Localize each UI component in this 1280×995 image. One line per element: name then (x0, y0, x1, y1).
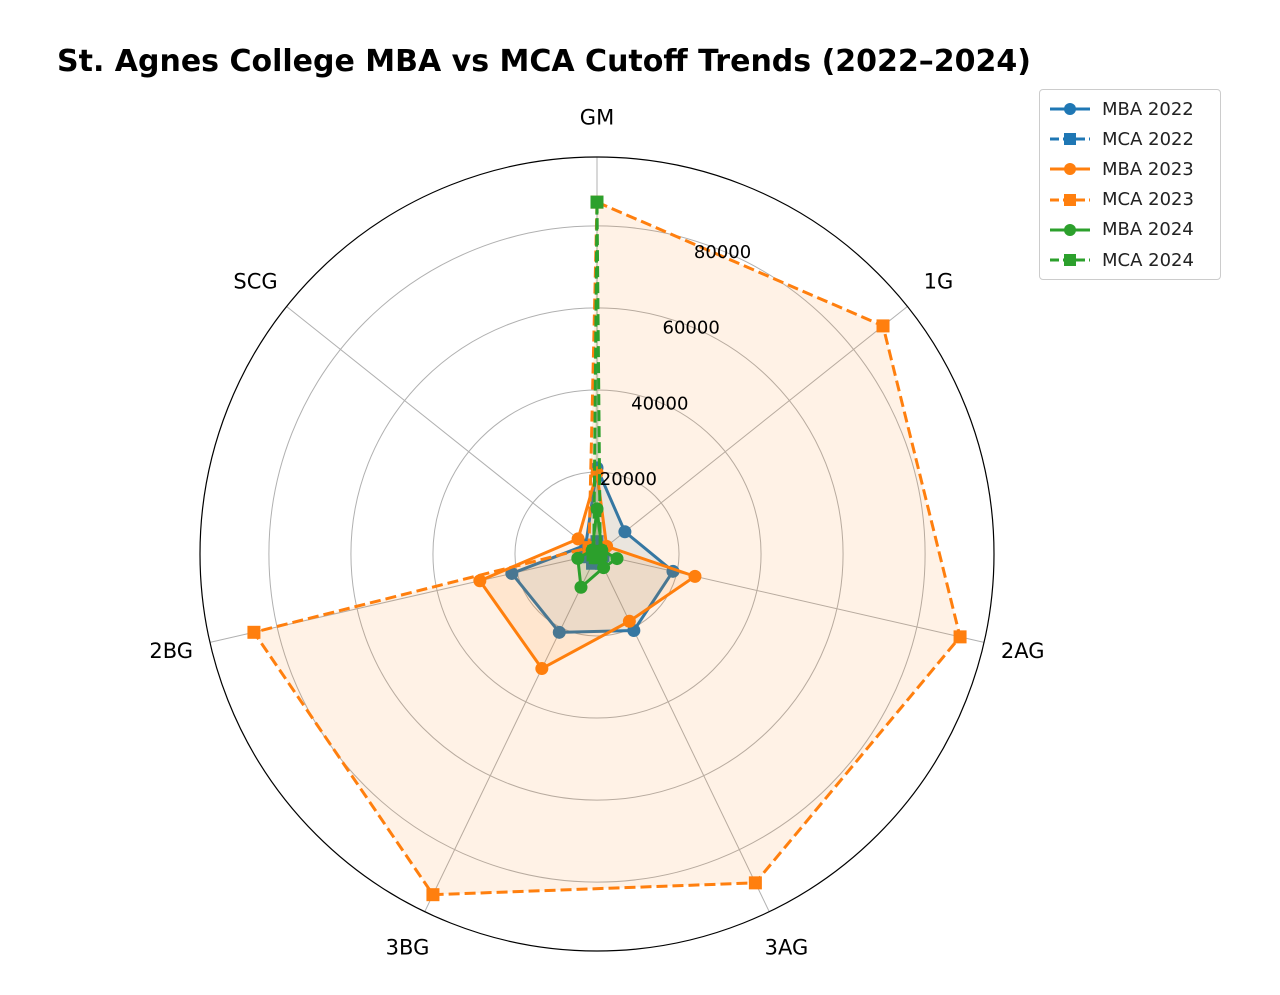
data-point (876, 319, 890, 333)
data-point (247, 625, 261, 639)
axis-label: SCG (233, 270, 277, 294)
series-line-mca-2023 (252, 200, 962, 897)
legend-marker-icon (1050, 103, 1090, 116)
radial-tick-label: 40000 (631, 393, 688, 414)
legend-item: MCA 2023 (1040, 185, 1220, 215)
data-point (953, 630, 967, 644)
axis-label: 3AG (765, 935, 809, 959)
legend-item: MBA 2024 (1040, 215, 1220, 245)
data-point (552, 625, 566, 639)
radial-tick-label: 60000 (663, 318, 720, 339)
data-point (574, 580, 588, 594)
grid-spoke (596, 553, 985, 643)
axis-label: 2AG (1001, 639, 1045, 663)
data-point (610, 552, 624, 566)
data-point (426, 888, 440, 902)
data-point (587, 544, 601, 558)
data-point (748, 876, 762, 890)
data-point (622, 614, 636, 628)
legend-label: MBA 2023 (1102, 158, 1194, 180)
legend-marker-icon (1050, 163, 1090, 176)
grid-spoke (209, 553, 598, 643)
outer-frame (199, 156, 995, 952)
legend-item: MCA 2022 (1040, 124, 1220, 154)
legend-label: MCA 2022 (1102, 128, 1194, 150)
legend-label: MBA 2022 (1102, 98, 1194, 120)
data-point (688, 569, 702, 583)
legend-item: MCA 2024 (1040, 245, 1220, 275)
data-point (571, 551, 585, 565)
data-point (571, 532, 585, 546)
legend-label: MCA 2024 (1102, 249, 1194, 271)
legend-label: MBA 2024 (1102, 219, 1194, 241)
legend-marker-icon (1050, 223, 1090, 236)
series-fill-mba-2023 (479, 472, 695, 669)
legend-item: MBA 2022 (1040, 94, 1220, 124)
legend: MBA 2022 MCA 2022 MBA 2023 MCA 2023 MBA 2024… (1039, 89, 1221, 281)
series-line-mba-2022 (510, 466, 675, 634)
data-point (535, 662, 549, 676)
series-line-mba-2023 (478, 471, 697, 671)
grid-spoke (596, 553, 770, 912)
chart-title: St. Agnes College MBA vs MCA Cutoff Tren… (57, 44, 1031, 79)
data-point (618, 525, 632, 539)
grid-spoke (424, 553, 598, 912)
data-point (473, 574, 487, 588)
data-point (590, 195, 604, 209)
data-point (505, 566, 519, 580)
legend-item: MBA 2023 (1040, 154, 1220, 184)
axis-label: 2BG (149, 639, 193, 663)
axis-label: GM (580, 105, 614, 129)
radial-tick-label: 20000 (600, 469, 657, 490)
legend-marker-icon (1050, 133, 1090, 146)
legend-label: MCA 2023 (1102, 189, 1194, 211)
data-point (597, 561, 611, 575)
legend-marker-icon (1050, 193, 1090, 206)
axis-label: 1G (924, 270, 954, 294)
radial-tick-label: 80000 (694, 242, 751, 263)
grid-spoke (596, 306, 908, 555)
grid-spoke (286, 306, 598, 555)
legend-marker-icon (1050, 254, 1090, 267)
axis-label: 3BG (386, 935, 430, 959)
